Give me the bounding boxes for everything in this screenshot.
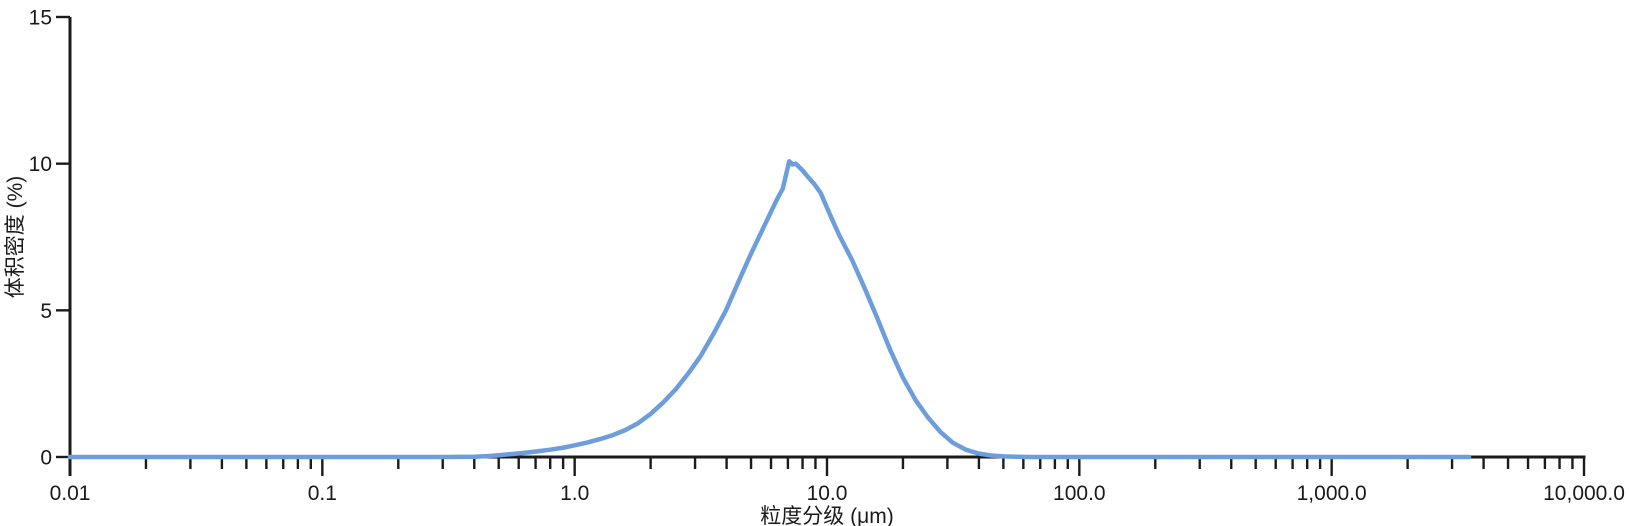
- distribution-curve: [67, 159, 1472, 460]
- x-axis-tick-label: 1,000.0: [1297, 482, 1367, 505]
- x-axis-tick-label: 10,000.0: [1543, 482, 1625, 505]
- axes-group: [68, 17, 1586, 476]
- y-axis-tick-label: 10: [29, 153, 52, 176]
- x-axis-tick-label: 100.0: [1053, 482, 1106, 505]
- series-group: [67, 159, 1472, 460]
- x-axis-tick-label: 0.1: [308, 482, 337, 505]
- y-axis-tick-label: 0: [40, 447, 52, 470]
- x-axis-tick-label: 1.0: [560, 482, 589, 505]
- x-axis-tick-label: 10.0: [807, 482, 848, 505]
- y-axis-tick-label: 5: [40, 300, 52, 323]
- y-axis-tick-label: 15: [29, 7, 52, 30]
- axis-ticks-group: 0 5 10 15 0.01 0.1 1.0 10.0 100.0 1,000.0 10,000.0: [29, 7, 1625, 506]
- x-axis-title: 粒度分级 (μm): [760, 505, 893, 526]
- x-axis-tick-label: 0.01: [50, 482, 91, 505]
- y-axis-title: 体积密度 (%): [4, 176, 27, 299]
